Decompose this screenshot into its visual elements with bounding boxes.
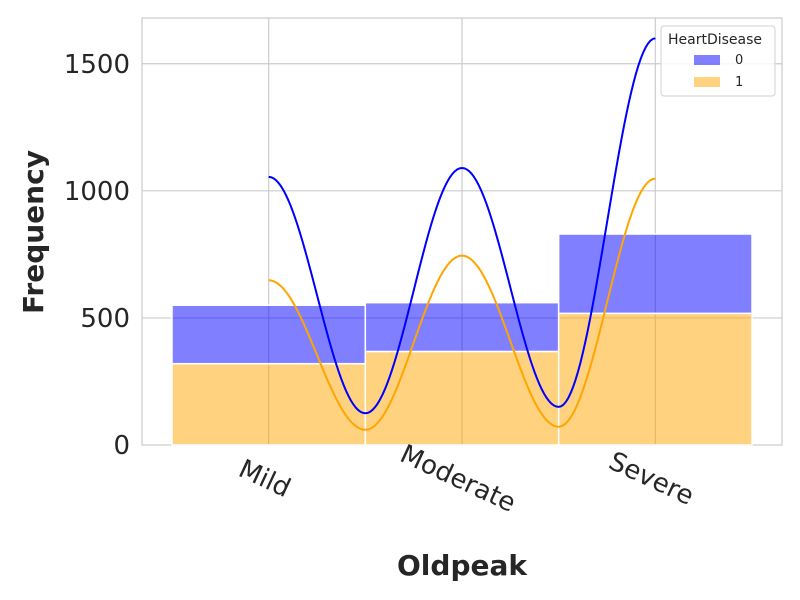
kde-line-1 [268,177,656,431]
y-ticks: 0 500 1000 1500 [64,50,130,461]
y-tick-label-1: 500 [80,304,130,334]
bar-1-severe [557,312,753,446]
legend-swatch-0 [694,55,720,65]
x-tick-label-moderate: Moderate [395,439,520,518]
legend-entry-1: 1 [735,75,743,90]
kde-line-0 [268,37,656,415]
legend-title: HeartDisease [668,32,762,48]
kde-curves [268,37,656,431]
bar-1-mild [171,362,367,446]
x-tick-label-severe: Severe [604,446,698,511]
x-tick-label-mild: Mild [234,454,295,504]
y-axis-label: Frequency [17,150,50,314]
legend-entry-0: 0 [735,53,743,68]
legend-swatch-1 [694,77,720,87]
y-tick-label-3: 1500 [64,50,130,80]
legend: HeartDisease 0 1 [660,25,776,97]
bar-0-severe [557,233,753,315]
x-ticks: Mild Moderate Severe [234,439,698,518]
bar-0-moderate [364,301,560,353]
y-tick-label-0: 0 [113,431,130,461]
bar-0-mild [171,304,367,365]
x-axis-label: Oldpeak [397,549,528,582]
y-tick-label-2: 1000 [64,177,130,207]
